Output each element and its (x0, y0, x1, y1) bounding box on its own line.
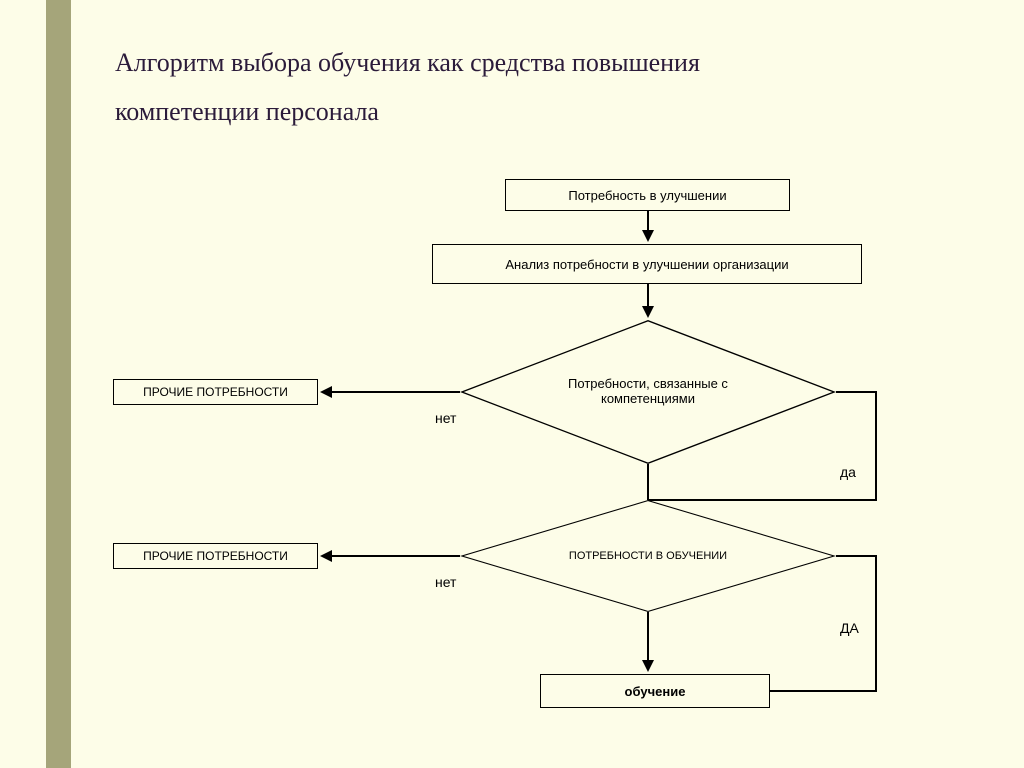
diamond-training-needs: ПОТРЕБНОСТИ В ОБУЧЕНИИ (460, 500, 836, 612)
title-line1: Алгоритм выбора обучения как средства по… (115, 48, 700, 77)
title-line2: компетенции персонала (115, 97, 379, 126)
box-label: Анализ потребности в улучшении организац… (505, 257, 788, 272)
box-need-improvement: Потребность в улучшении (505, 179, 790, 211)
slide-title: Алгоритм выбора обучения как средства по… (115, 38, 700, 137)
edge-label-no-2: нет (435, 574, 456, 590)
edge-label-yes-1: да (840, 464, 856, 480)
box-label: ПРОЧИЕ ПОТРЕБНОСТИ (143, 549, 288, 563)
box-other-needs-1: ПРОЧИЕ ПОТРЕБНОСТИ (113, 379, 318, 405)
diamond-competency-needs: Потребности, связанные с компетенциями (460, 320, 836, 464)
side-stripe (46, 0, 71, 768)
box-other-needs-2: ПРОЧИЕ ПОТРЕБНОСТИ (113, 543, 318, 569)
box-training: обучение (540, 674, 770, 708)
box-analysis: Анализ потребности в улучшении организац… (432, 244, 862, 284)
diamond-label: ПОТРЕБНОСТИ В ОБУЧЕНИИ (460, 500, 836, 612)
edge-label-yes-2: ДА (840, 620, 859, 636)
diamond-label: Потребности, связанные с компетенциями (460, 320, 836, 464)
box-label: Потребность в улучшении (568, 188, 726, 203)
box-label: ПРОЧИЕ ПОТРЕБНОСТИ (143, 385, 288, 399)
box-label: обучение (625, 684, 686, 699)
edge-label-no-1: нет (435, 410, 456, 426)
